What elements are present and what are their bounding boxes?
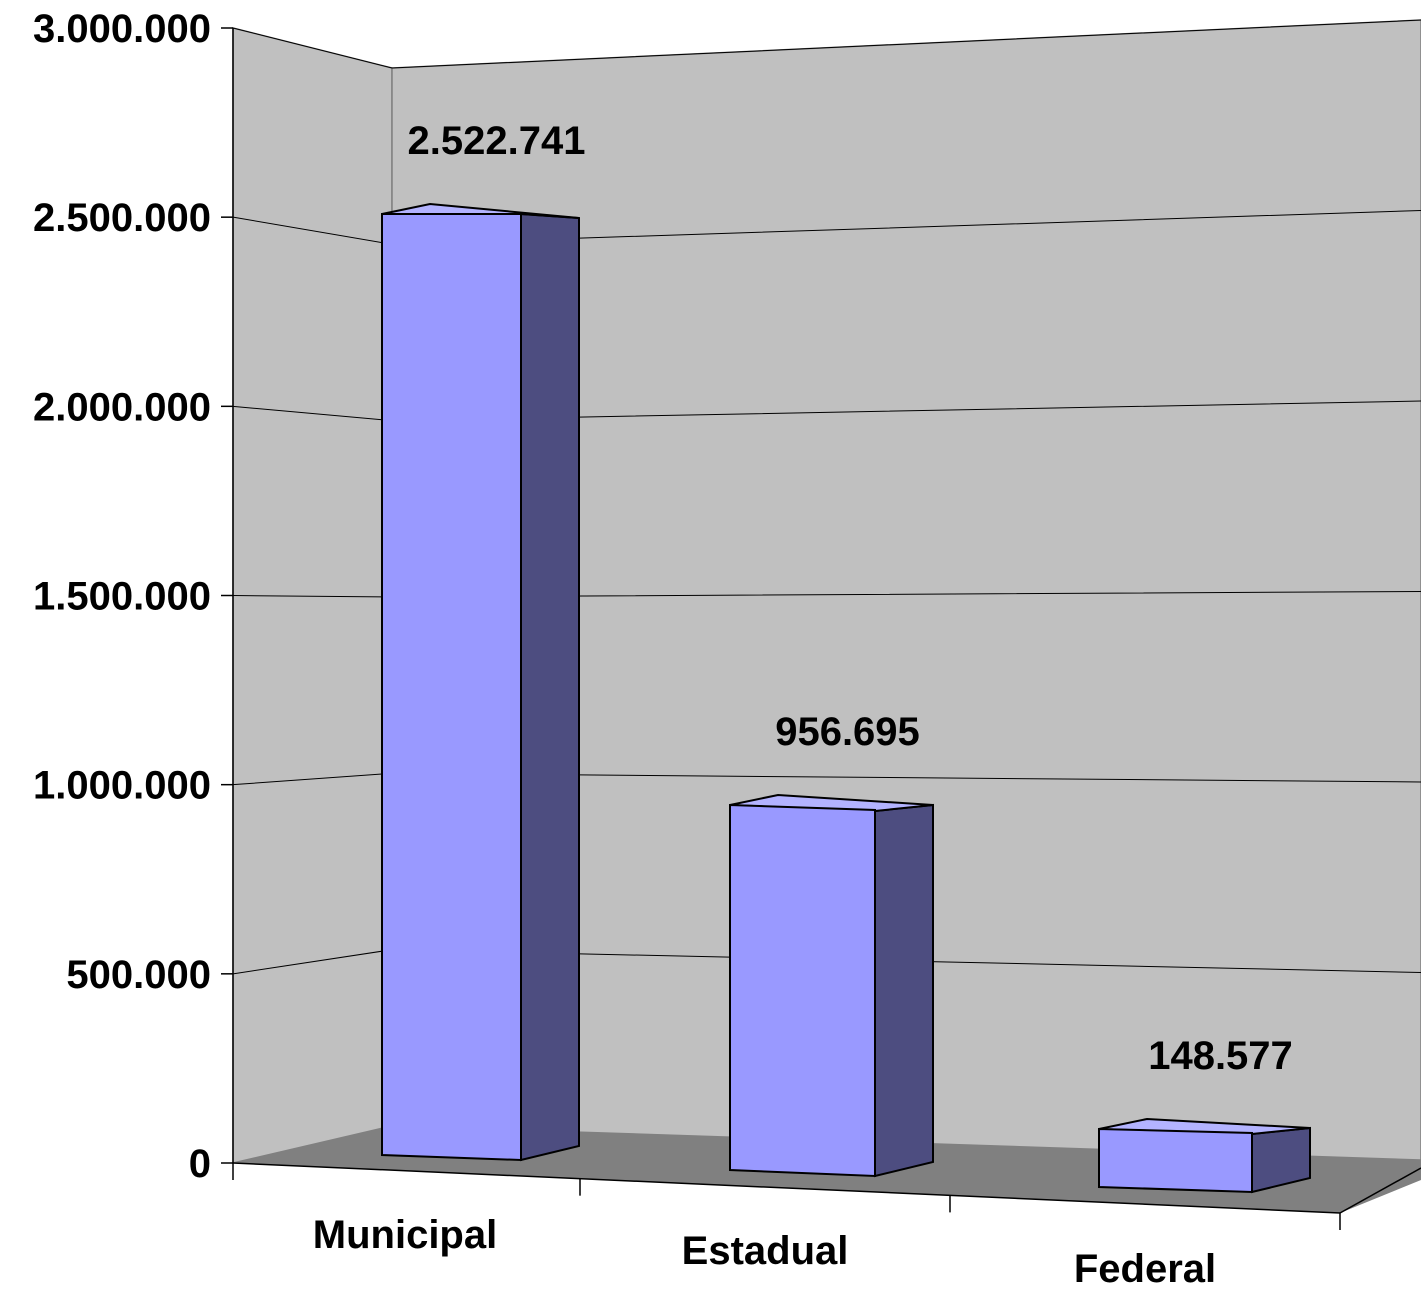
bar-1 — [729, 803, 876, 1178]
x-tick-label: Municipal — [313, 1213, 497, 1257]
x-tick-label: Estadual — [682, 1229, 849, 1273]
y-tick-label: 1.000.000 — [33, 764, 211, 808]
y-tick-label: 2.500.000 — [33, 196, 211, 240]
bar-2 — [1098, 1127, 1253, 1194]
gridline-6 — [232, 19, 1421, 69]
bar-side-0 — [520, 212, 580, 1162]
x-axis-depth-line — [1339, 1167, 1421, 1214]
y-tick-label: 0 — [189, 1142, 211, 1186]
y-tick-label: 2.000.000 — [33, 385, 211, 429]
y-tick-label: 1.500.000 — [33, 575, 211, 619]
x-axis-line — [232, 1162, 1341, 1214]
data-label-2: 148.577 — [1148, 1034, 1293, 1078]
bar-0 — [381, 213, 522, 1162]
y-tick-label: 500.000 — [66, 953, 211, 997]
y-tick-label: 3.000.000 — [33, 7, 211, 51]
data-label-0: 2.522.741 — [408, 119, 586, 163]
data-label-1: 956.695 — [775, 710, 920, 754]
bar-side-1 — [874, 803, 934, 1178]
x-tick-label: Federal — [1074, 1247, 1216, 1290]
